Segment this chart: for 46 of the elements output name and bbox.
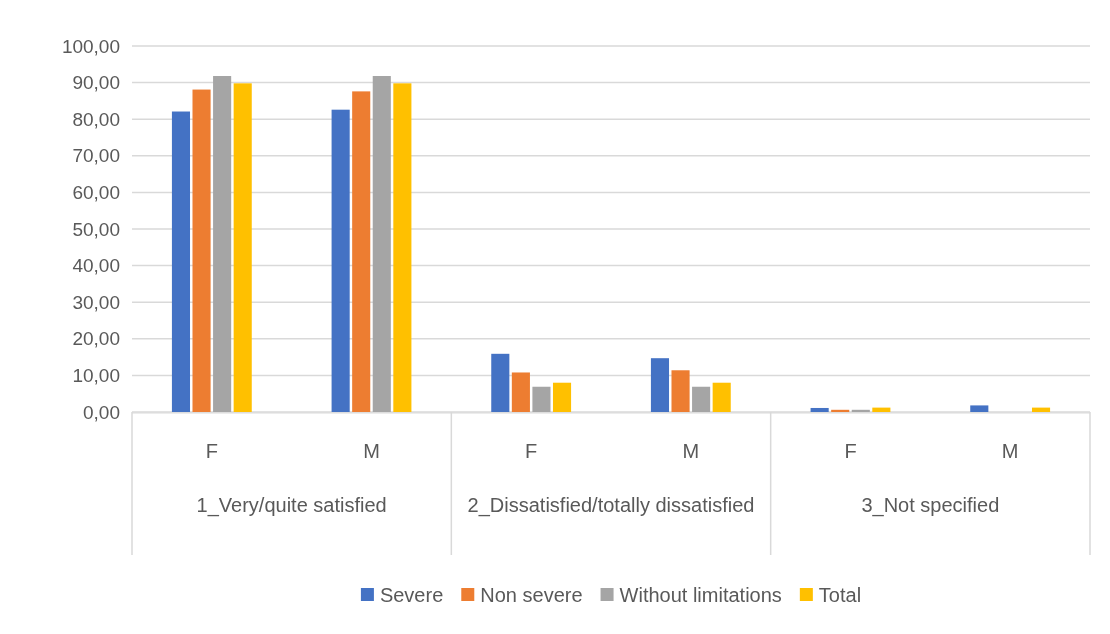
bar — [650, 358, 670, 412]
y-tick-label: 100,00 — [61, 35, 120, 57]
y-tick-label: 90,00 — [72, 72, 120, 94]
bar — [491, 353, 510, 412]
y-tick-label: 50,00 — [72, 218, 120, 240]
y-tick-label: 60,00 — [72, 181, 120, 203]
legend-label: Severe — [379, 584, 444, 606]
text: 3_Not specified — [861, 494, 1000, 517]
bar — [331, 109, 350, 412]
bar — [213, 76, 232, 412]
legend-label: Non severe — [480, 584, 583, 606]
y-tick-label: 0,00 — [83, 401, 120, 423]
x-tick-label: F — [205, 440, 218, 462]
text: 1_Very/quite satisfied — [196, 494, 387, 517]
x-tick-label: M — [363, 440, 380, 462]
legend-label: Total — [818, 584, 862, 606]
bar — [532, 386, 551, 412]
y-tick-label: 10,00 — [72, 364, 120, 386]
y-tick-label: 70,00 — [72, 145, 120, 167]
bar — [192, 89, 211, 412]
bar — [810, 407, 829, 412]
bar — [671, 370, 690, 412]
text: 2_Dissatisfied/totally dissatisfied — [467, 494, 755, 517]
bar — [851, 409, 870, 412]
bar — [970, 405, 989, 412]
bar — [712, 382, 731, 412]
bar — [1031, 407, 1051, 412]
bar — [393, 83, 412, 412]
bar — [831, 409, 850, 412]
x-tick-label: F — [844, 440, 857, 462]
bar — [511, 372, 530, 412]
bar — [171, 111, 191, 412]
bar — [692, 386, 711, 412]
legend-label: Without limitations — [619, 584, 782, 606]
y-tick-label: 80,00 — [72, 108, 120, 130]
bar — [872, 407, 891, 412]
x-tick-label: M — [682, 440, 700, 462]
y-tick-label: 30,00 — [72, 291, 120, 313]
x-tick-label: M — [1001, 440, 1019, 462]
bar — [233, 83, 252, 412]
bar — [352, 91, 371, 412]
bar — [552, 382, 572, 412]
bar — [372, 76, 391, 412]
x-tick-label: F — [525, 440, 538, 462]
y-tick-label: 40,00 — [72, 255, 120, 277]
y-tick-label: 20,00 — [72, 328, 120, 350]
